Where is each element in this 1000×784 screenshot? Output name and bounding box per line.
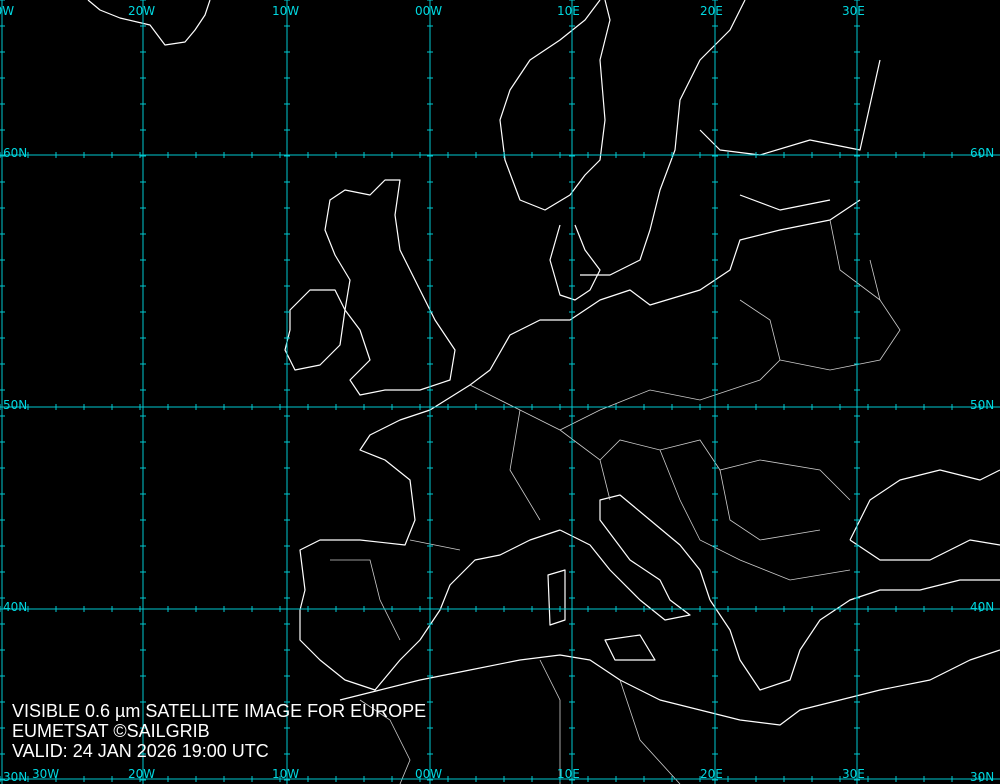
lat-label-left-40N: 40N	[3, 600, 28, 614]
lon-label-bottom-30E: 30E	[842, 767, 865, 781]
coast-italy	[559, 494, 711, 621]
lon-label-top-10E: 10E	[557, 4, 580, 18]
coast-continent-north	[429, 199, 861, 411]
lon-label-bottom-20W: 20W	[128, 767, 156, 781]
lon-label-top-10W: 10W	[272, 4, 300, 18]
coast-sicily	[604, 634, 656, 661]
lon-label-bottom-30W: 30W	[32, 767, 60, 781]
country-borders	[330, 219, 901, 784]
image-caption: VISIBLE 0.6 µm SATELLITE IMAGE FOR EUROP…	[12, 701, 426, 761]
lon-label-bottom-10W: 10W	[272, 767, 300, 781]
lat-label-right-30N: 30N	[970, 770, 995, 784]
caption-valid-time: VALID: 24 JAN 2026 19:00 UTC	[12, 741, 269, 761]
caption-title: VISIBLE 0.6 µm SATELLITE IMAGE FOR EUROP…	[12, 701, 427, 721]
lat-label-left-50N: 50N	[3, 398, 28, 412]
coast-france-iberia	[299, 409, 561, 691]
lon-label-bottom-10E: 10E	[557, 767, 580, 781]
lon-label-top-30E: 30E	[842, 4, 865, 18]
lon-label-bottom-00W: 00W	[415, 767, 443, 781]
lon-label-top-20E: 20E	[700, 4, 723, 18]
coast-norway	[499, 0, 611, 211]
coast-scotland-england	[324, 179, 456, 396]
coast-iceland	[87, 0, 211, 46]
lat-label-right-40N: 40N	[970, 600, 995, 614]
coast-denmark	[549, 224, 601, 301]
coast-greece	[709, 579, 1000, 691]
lat-label-right-60N: 60N	[970, 146, 995, 160]
coast-sardinia	[547, 569, 566, 626]
lon-label-top-20W: 20W	[128, 4, 156, 18]
lat-label-left-60N: 60N	[3, 146, 28, 160]
lat-label-right-50N: 50N	[970, 398, 995, 412]
lon-label-bottom-20E: 20E	[700, 767, 723, 781]
lat-label-left-30N: 30N	[3, 770, 28, 784]
coast-black-sea	[849, 469, 1000, 561]
coast-north-africa	[339, 649, 1000, 726]
lon-label-top-30W: 30W	[0, 4, 15, 18]
lon-label-top-00W: 00W	[415, 4, 443, 18]
caption-credit: EUMETSAT ©SAILGRIB	[12, 721, 210, 741]
